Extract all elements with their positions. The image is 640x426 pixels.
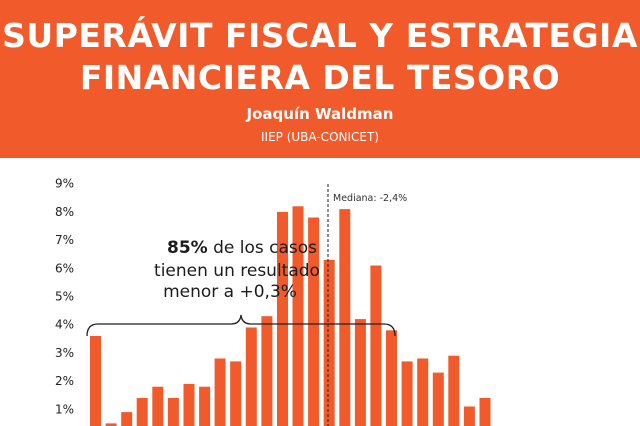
histogram-bar [339, 209, 351, 426]
histogram-bar [401, 361, 413, 426]
histogram-bar [105, 423, 117, 426]
y-tick-label: 9% [55, 177, 74, 191]
histogram-bar [432, 372, 444, 426]
histogram-bar [90, 336, 101, 426]
histogram-bar [214, 358, 226, 426]
histogram-bar [479, 398, 491, 426]
histogram-bar [121, 412, 133, 426]
histogram-bar [386, 330, 397, 426]
title-line-2: FINANCIERA DEL TESORO [79, 58, 561, 97]
histogram-bar [354, 319, 366, 426]
histogram-bar [261, 316, 273, 426]
annotation-percent: 85% [167, 238, 208, 258]
histogram-bar [152, 386, 164, 426]
histogram-bar [183, 383, 195, 426]
header-banner: SUPERÁVIT FISCAL Y ESTRATEGIA FINANCIERA… [0, 0, 640, 158]
y-tick-label: 1% [55, 402, 74, 416]
y-tick-label: 5% [55, 290, 74, 304]
bars-group [90, 206, 491, 426]
histogram-bar [199, 386, 211, 426]
y-tick-label: 4% [55, 318, 74, 332]
author-affiliation: IIEP (UBA-CONICET) [261, 130, 379, 144]
author-name: Joaquín Waldman [246, 105, 394, 123]
y-tick-label: 6% [55, 261, 74, 275]
histogram-bar [277, 211, 288, 426]
histogram-bar [167, 398, 179, 426]
histogram-bar [448, 355, 460, 426]
median-label: Mediana: -2,4% [333, 193, 407, 204]
histogram-bar [370, 265, 382, 426]
title-line-1: SUPERÁVIT FISCAL Y ESTRATEGIA [2, 16, 638, 55]
annotation-line-3: menor a +0,3% [163, 282, 297, 302]
y-tick-label: 3% [55, 346, 74, 360]
y-tick-label: 8% [55, 205, 74, 219]
histogram-bar [463, 406, 475, 426]
histogram-bar [245, 327, 257, 426]
histogram-bar [323, 259, 335, 426]
annotation-bracket [86, 314, 396, 337]
histogram-bar [230, 361, 242, 426]
y-tick-label: 7% [55, 233, 74, 247]
histogram-chart: 1% 2% 3% 4% 5% 6% 7% 8% 9% Mediana: -2,4% 85% de… [55, 177, 491, 426]
annotation-line-1: 85% de los casos [167, 238, 317, 258]
y-tick-label: 2% [55, 374, 74, 388]
annotation-line-1-rest: de los casos [208, 238, 317, 258]
histogram-bar [308, 217, 320, 426]
histogram-bar [292, 206, 304, 426]
annotation-line-2: tienen un resultado [154, 261, 320, 281]
histogram-bar [136, 398, 148, 426]
histogram-bar [417, 358, 429, 426]
y-axis-ticks: 1% 2% 3% 4% 5% 6% 7% 8% 9% [55, 177, 74, 417]
